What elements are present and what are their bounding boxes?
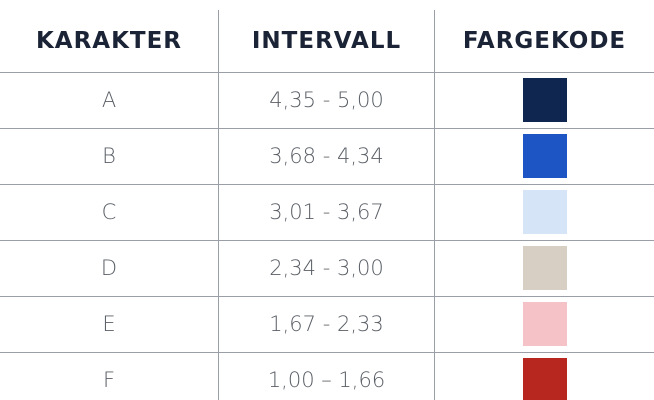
column-divider bbox=[218, 10, 219, 400]
grade: F bbox=[102, 368, 116, 392]
grade: B bbox=[102, 144, 116, 168]
column-divider bbox=[434, 10, 435, 400]
grade: E bbox=[102, 312, 116, 336]
color-swatch bbox=[522, 190, 567, 234]
row-divider bbox=[0, 184, 654, 185]
column-header: KARAKTER bbox=[35, 28, 183, 54]
column-header: FARGEKODE bbox=[462, 28, 627, 54]
row-divider bbox=[0, 296, 654, 297]
grade: D bbox=[100, 256, 118, 280]
interval: 3,01 - 3,67 bbox=[269, 200, 384, 224]
column-header: INTERVALL bbox=[251, 28, 402, 54]
color-swatch bbox=[522, 358, 567, 400]
row-divider bbox=[0, 128, 654, 129]
grade: A bbox=[101, 88, 117, 112]
interval: 4,35 - 5,00 bbox=[269, 88, 384, 112]
row-divider bbox=[0, 72, 654, 73]
color-swatch bbox=[522, 246, 567, 290]
row-divider bbox=[0, 352, 654, 353]
interval: 1,00 – 1,66 bbox=[267, 368, 386, 392]
interval: 3,68 - 4,34 bbox=[269, 144, 384, 168]
color-swatch bbox=[522, 134, 567, 178]
interval: 2,34 - 3,00 bbox=[269, 256, 384, 280]
grade: C bbox=[101, 200, 117, 224]
color-swatch bbox=[522, 302, 567, 346]
color-swatch bbox=[522, 78, 567, 122]
row-divider bbox=[0, 240, 654, 241]
interval: 1,67 - 2,33 bbox=[269, 312, 384, 336]
